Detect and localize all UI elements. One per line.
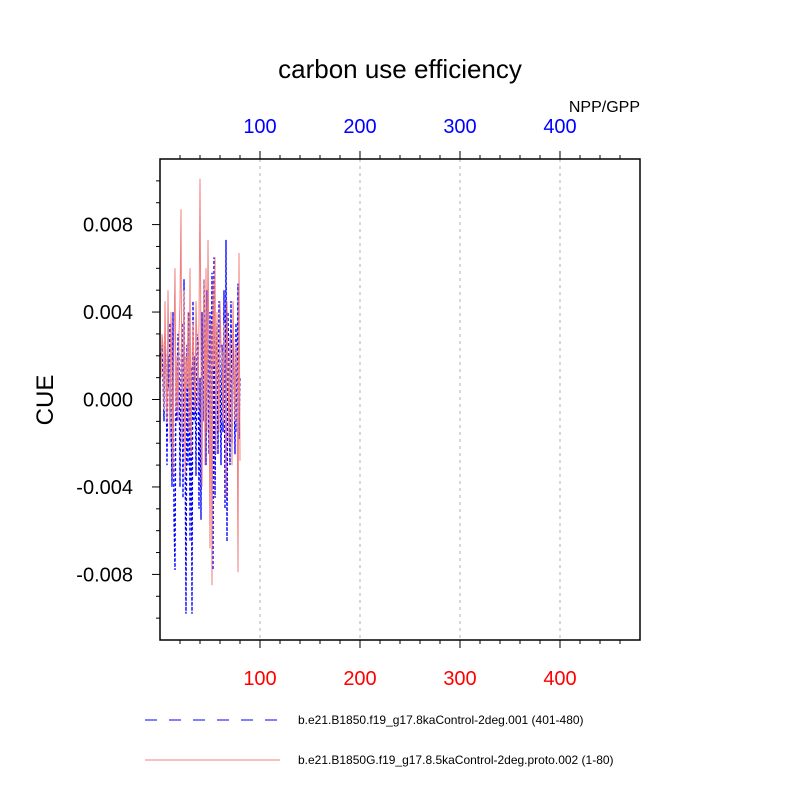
y-tick-label: 0.004 (83, 302, 133, 324)
top-axis-label: NPP/GPP (569, 99, 640, 116)
x-tick-label-top: 400 (543, 116, 576, 138)
y-axis-label: CUE (32, 375, 59, 426)
x-tick-label-bottom: 300 (443, 668, 476, 690)
legend-label-2: b.e21.B1850G.f19_g17.8.5kaControl-2deg.p… (298, 753, 614, 767)
series-group (160, 178, 241, 614)
legend-label-1: b.e21.B1850.f19_g17.8kaControl-2deg.001 … (298, 713, 584, 727)
y-tick-label: -0.004 (76, 477, 133, 499)
legend: b.e21.B1850.f19_g17.8kaControl-2deg.001 … (145, 713, 614, 767)
x-tick-label-bottom: 100 (243, 668, 276, 690)
chart-title: carbon use efficiency (278, 54, 522, 84)
series-line-2 (160, 178, 241, 586)
x-tick-label-bottom: 400 (543, 668, 576, 690)
x-tick-label-top: 200 (343, 116, 376, 138)
x-tick-label-top: 100 (243, 116, 276, 138)
x-tick-label-bottom: 200 (343, 668, 376, 690)
x-tick-label-top: 300 (443, 116, 476, 138)
y-tick-label: -0.008 (76, 564, 133, 586)
y-tick-label: 0.000 (83, 390, 133, 412)
y-tick-label: 0.008 (83, 215, 133, 237)
axis-ticks (152, 151, 621, 648)
tick-labels: 100 100 200 200 300 300 400 400 -0.008 -0.004 0.00… (76, 116, 576, 690)
grid-lines (259, 159, 561, 640)
